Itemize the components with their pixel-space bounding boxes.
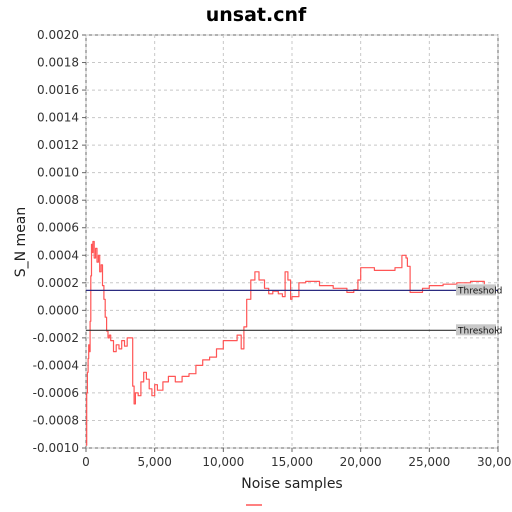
x-tick-label: 30,000 bbox=[477, 455, 512, 469]
threshold-label: Threshold bbox=[457, 286, 502, 296]
y-tick-label: -0.0002 bbox=[33, 331, 79, 345]
y-tick-label: 0.0000 bbox=[37, 303, 79, 317]
x-tick-label: 5,000 bbox=[137, 455, 171, 469]
x-tick-label: 10,000 bbox=[202, 455, 244, 469]
y-axis-label: S_N mean bbox=[13, 207, 29, 278]
y-tick-label: -0.0010 bbox=[33, 441, 79, 455]
y-tick-label: 0.0010 bbox=[37, 166, 79, 180]
x-axis-label: Noise samples bbox=[241, 476, 342, 492]
x-tick-label: 20,000 bbox=[340, 455, 382, 469]
x-tick-label: 15,000 bbox=[271, 455, 313, 469]
y-tick-label: 0.0012 bbox=[37, 138, 79, 152]
axis-ticks: 0.0020 0.0018 0.0016 0.0014 0.0012 0.0010 0.00… bbox=[33, 28, 512, 469]
chart-title: unsat.cnf bbox=[206, 4, 307, 26]
y-tick-label: 0.0016 bbox=[37, 83, 79, 97]
threshold-layer: Threshold Threshold bbox=[86, 284, 502, 336]
x-tick-label: 0 bbox=[82, 455, 90, 469]
y-tick-label: 0.0004 bbox=[37, 248, 79, 262]
threshold-label: Threshold bbox=[457, 326, 502, 336]
series-layer bbox=[86, 240, 485, 446]
y-tick-label: 0.0020 bbox=[37, 28, 79, 42]
y-tick-label: 0.0018 bbox=[37, 56, 79, 70]
y-tick-label: -0.0006 bbox=[33, 386, 79, 400]
y-tick-label: 0.0014 bbox=[37, 111, 79, 125]
x-tick-label: 25,000 bbox=[408, 455, 450, 469]
y-tick-label: -0.0004 bbox=[33, 358, 79, 372]
threshold-label-box bbox=[456, 324, 496, 336]
y-tick-label: -0.0008 bbox=[33, 413, 79, 427]
y-tick-label: 0.0002 bbox=[37, 276, 79, 290]
y-tick-label: 0.0008 bbox=[37, 193, 79, 207]
y-tick-label: 0.0006 bbox=[37, 221, 79, 235]
series-line bbox=[86, 240, 485, 446]
threshold-label-box bbox=[456, 284, 496, 296]
